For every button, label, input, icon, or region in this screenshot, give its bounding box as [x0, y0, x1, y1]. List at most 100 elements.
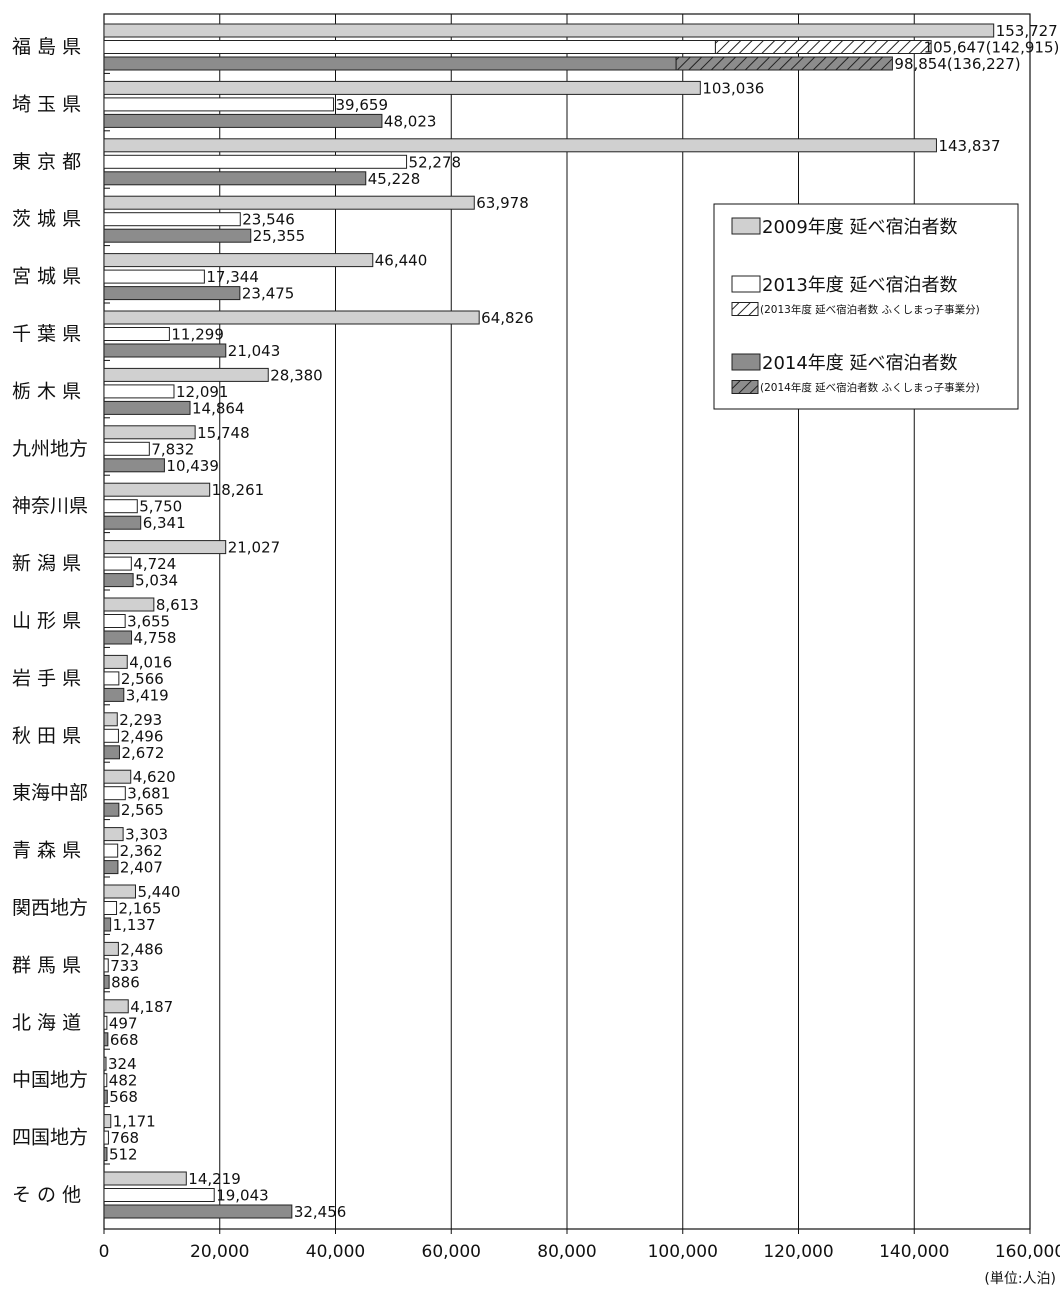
legend-2013-hatched-swatch	[731, 302, 759, 316]
value-label: 48,023	[384, 112, 437, 130]
value-label: 497	[109, 1014, 138, 1032]
bar-2013	[103, 212, 241, 227]
value-label: 46,440	[375, 252, 428, 270]
bar-2014	[103, 458, 165, 473]
x-axis: 0 20,000 40,000 60,000 80,000 100,000 120,000 1…	[99, 1229, 1060, 1287]
bar-2013	[103, 786, 126, 801]
x-tick-label: 100,000	[648, 1242, 718, 1262]
bar-2013	[103, 384, 175, 399]
bar-2013	[103, 269, 205, 284]
value-label: 14,219	[188, 1170, 241, 1188]
bar-2009	[103, 195, 475, 210]
value-label: 1,137	[113, 916, 156, 934]
bar-2013	[103, 499, 138, 514]
value-label: 3,681	[127, 785, 170, 803]
category-label: 東 京 都	[12, 151, 81, 173]
bar-2009	[103, 712, 118, 727]
category-label: 埼 玉 県	[12, 93, 81, 115]
value-label: 25,355	[253, 227, 306, 245]
value-label: 103,036	[702, 79, 764, 97]
bar-2013	[103, 154, 408, 169]
bar-2014	[103, 974, 110, 989]
x-tick-label: 120,000	[763, 1242, 833, 1262]
value-label: 39,659	[336, 96, 389, 114]
bar-2013	[103, 728, 119, 743]
bar-2013	[103, 97, 335, 112]
bar-2013	[103, 556, 132, 571]
bar-2014	[103, 860, 119, 875]
value-label: 5,440	[137, 883, 180, 901]
value-label: 63,978	[476, 194, 529, 212]
legend-2014-swatch	[731, 353, 761, 371]
bar-2014	[103, 400, 191, 415]
bar-2014	[103, 343, 227, 358]
category-label: 栃 木 県	[12, 380, 81, 402]
x-tick-label: 80,000	[537, 1242, 596, 1262]
bar-2013	[103, 901, 118, 915]
value-label: 324	[108, 1055, 137, 1073]
category-label: 秋 田 県	[12, 725, 81, 747]
legend-2013-label: 2013年度 延べ宿泊者数	[762, 275, 958, 296]
bar-2009	[103, 540, 227, 555]
value-label: 17,344	[206, 268, 259, 286]
x-tick-label: 0	[99, 1242, 110, 1262]
category-label: 神奈川県	[12, 495, 88, 517]
category-label: 関西地方	[12, 897, 88, 919]
value-label: 512	[109, 1146, 138, 1164]
bar-2009	[103, 999, 129, 1014]
bar-2014	[103, 917, 112, 932]
value-label: 23,546	[242, 211, 294, 229]
bar-hatched-2013	[714, 40, 932, 54]
value-label: 1,171	[113, 1113, 156, 1131]
bar-2014	[103, 113, 383, 128]
value-label: 28,380	[270, 366, 323, 384]
category-label: 北 海 道	[12, 1012, 81, 1034]
bar-2014	[103, 573, 134, 588]
category-label: 九州地方	[12, 438, 88, 460]
value-label: 18,261	[212, 481, 265, 499]
category-label: 山 形 県	[12, 610, 81, 632]
legend-2013-swatch	[731, 275, 761, 293]
value-label: 4,187	[130, 998, 173, 1016]
value-label: 2,496	[120, 727, 163, 745]
bar-2014	[103, 286, 241, 301]
unit-label: (単位:人泊)	[984, 1271, 1056, 1287]
bar-2009	[103, 367, 269, 382]
value-label: 143,837	[938, 137, 1000, 155]
bar-2014	[103, 228, 252, 243]
bar-2009	[103, 80, 701, 95]
category-label: 岩 手 県	[12, 667, 81, 689]
value-label: 6,341	[143, 514, 186, 532]
x-tick-label: 20,000	[190, 1242, 249, 1262]
legend-2009-swatch	[731, 217, 761, 235]
bar-2013	[103, 1130, 109, 1145]
bar-2014	[103, 687, 125, 702]
bar-2014	[103, 630, 133, 645]
bar-2014	[103, 1204, 293, 1219]
legend: 2009年度 延べ宿泊者数 2013年度 延べ宿泊者数 (2013年度 延べ宿泊者数…	[713, 203, 1019, 410]
value-label: 3,419	[126, 686, 169, 704]
legend-box	[713, 203, 1019, 410]
bar-2009	[103, 425, 196, 440]
bar-2009	[103, 482, 211, 497]
bar-2009	[103, 23, 995, 38]
value-label: 4,620	[133, 768, 176, 786]
category-label: 千 葉 県	[12, 323, 81, 345]
bar-2009	[103, 310, 480, 325]
bar-2009	[103, 769, 132, 784]
bar-2009	[103, 827, 124, 842]
bar-2009	[103, 941, 119, 956]
x-tick-label: 140,000	[879, 1242, 949, 1262]
value-label: 11,299	[171, 326, 224, 344]
bar-2013	[103, 1015, 108, 1030]
bar-2009	[103, 138, 937, 153]
bar-2013	[103, 327, 170, 341]
value-label: 5,750	[139, 498, 182, 516]
value-label: 98,854(136,227)	[894, 55, 1020, 73]
legend-2014-hatched-swatch	[731, 380, 759, 394]
bar-2014	[103, 171, 367, 186]
value-label: 4,724	[133, 555, 176, 573]
category-label: 宮 城 県	[12, 266, 81, 288]
